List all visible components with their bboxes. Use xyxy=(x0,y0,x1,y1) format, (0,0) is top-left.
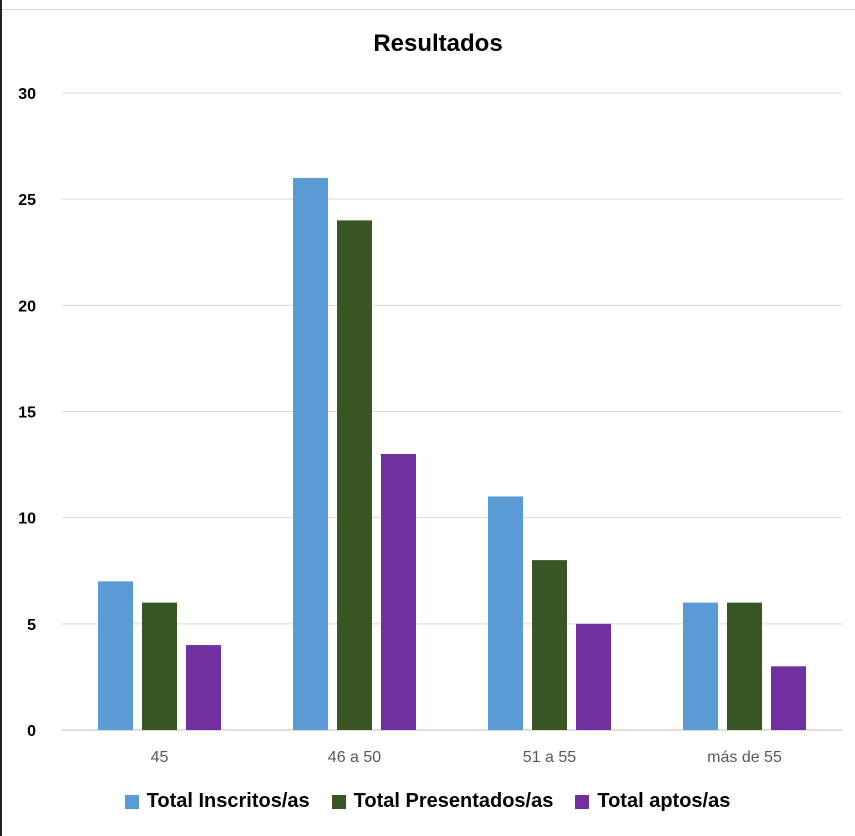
y-tick-label: 5 xyxy=(27,617,36,634)
chart-frame-top xyxy=(0,9,855,10)
legend-item-presentados: Total Presentados/as xyxy=(331,790,554,813)
y-tick-label: 0 xyxy=(27,723,36,740)
bar xyxy=(576,623,611,730)
chart-title: Resultados xyxy=(373,30,503,57)
x-tick-label: 51 a 55 xyxy=(523,749,576,766)
bar xyxy=(293,177,328,730)
y-tick-label: 30 xyxy=(18,86,36,103)
legend-label-inscritos: Total Inscritos/as xyxy=(146,790,310,812)
legend-label-presentados: Total Presentados/as xyxy=(353,790,554,812)
chart-legend: Total Inscritos/as Total Presentados/as … xyxy=(0,790,855,813)
bar xyxy=(98,581,133,730)
x-tick-label: más de 55 xyxy=(707,749,782,766)
bar xyxy=(186,645,221,730)
x-tick-label: 45 xyxy=(151,749,169,766)
legend-swatch-presentados xyxy=(331,794,346,809)
bar xyxy=(771,666,806,730)
legend-swatch-inscritos xyxy=(124,794,139,809)
legend-swatch-aptos xyxy=(575,794,590,809)
bar xyxy=(488,496,523,730)
bar xyxy=(381,453,416,730)
chart-frame-left xyxy=(0,0,2,836)
legend-label-aptos: Total aptos/as xyxy=(597,790,731,812)
bar-chart: 0 5 10 15 20 25 30 45 46 a 50 51 a 55 más de 55 xyxy=(18,86,842,766)
bar xyxy=(683,602,718,730)
y-tick-label: 25 xyxy=(18,192,36,209)
y-tick-label: 10 xyxy=(18,511,36,528)
y-tick-label: 15 xyxy=(18,405,36,422)
x-tick-label: 46 a 50 xyxy=(328,749,381,766)
legend-item-inscritos: Total Inscritos/as xyxy=(124,790,310,813)
y-tick-label: 20 xyxy=(18,298,36,315)
bar xyxy=(727,602,762,730)
bar xyxy=(142,602,177,730)
bar xyxy=(532,560,567,730)
legend-item-aptos: Total aptos/as xyxy=(575,790,730,813)
bar xyxy=(337,220,372,730)
